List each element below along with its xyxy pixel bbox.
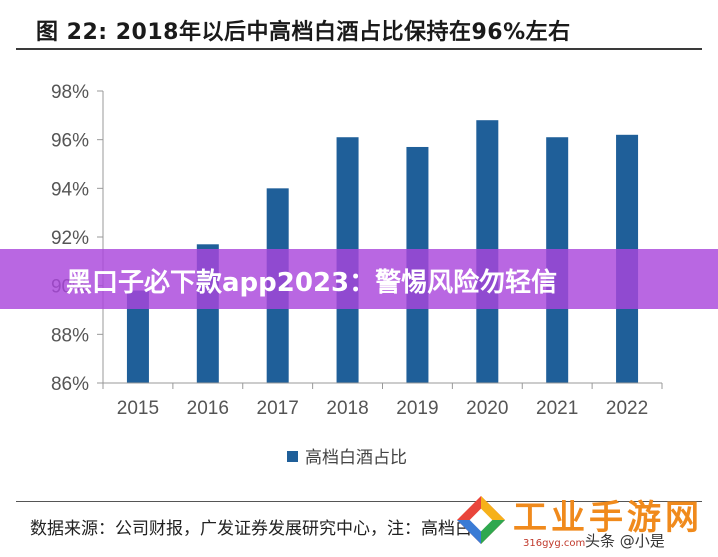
overlay-banner-text: 黑口子必下款app2023：警惕风险勿轻信	[66, 268, 558, 298]
watermark-name: 工业手游网	[513, 498, 703, 538]
x-tick-label: 2016	[187, 398, 229, 419]
x-tick-label: 2022	[606, 398, 648, 419]
y-tick-label: 86%	[51, 374, 89, 395]
title-divider	[16, 48, 702, 50]
x-tick-label: 2019	[396, 398, 438, 419]
x-tick-label: 2020	[466, 398, 508, 419]
bar	[126, 290, 149, 383]
y-tick-label: 98%	[51, 82, 89, 103]
watermark-author: 头条 @小是	[585, 532, 665, 550]
legend: 高档白酒占比	[287, 448, 407, 468]
source-note: 数据来源：公司财报，广发证券发展研究中心，注：高档白酒	[30, 519, 489, 539]
y-tick-label: 88%	[51, 325, 89, 346]
watermark: 工业手游网 316gyg.com 头条 @小是	[455, 486, 713, 554]
legend-label: 高档白酒占比	[305, 448, 407, 468]
y-tick-label: 92%	[51, 228, 89, 249]
x-tick-label: 2018	[326, 398, 368, 419]
x-tick-label: 2015	[117, 398, 159, 419]
legend-swatch	[287, 451, 298, 462]
y-tick-label: 96%	[51, 131, 89, 152]
watermark-url: 316gyg.com	[523, 538, 586, 549]
y-axis: 86%88%90%92%94%96%98%	[51, 82, 104, 395]
watermark-logo-icon	[457, 496, 505, 544]
overlay-banner: 黑口子必下款app2023：警惕风险勿轻信	[0, 249, 718, 309]
x-tick-label: 2021	[536, 398, 578, 419]
chart-title: 图 22: 2018年以后中高档白酒占比保持在96%左右	[36, 20, 571, 45]
source-divider	[16, 501, 702, 502]
x-tick-label: 2017	[257, 398, 299, 419]
x-axis: 2015 2016 2017 2018 2019 2020 2021 2022	[102, 382, 663, 419]
y-tick-label: 94%	[51, 179, 89, 200]
